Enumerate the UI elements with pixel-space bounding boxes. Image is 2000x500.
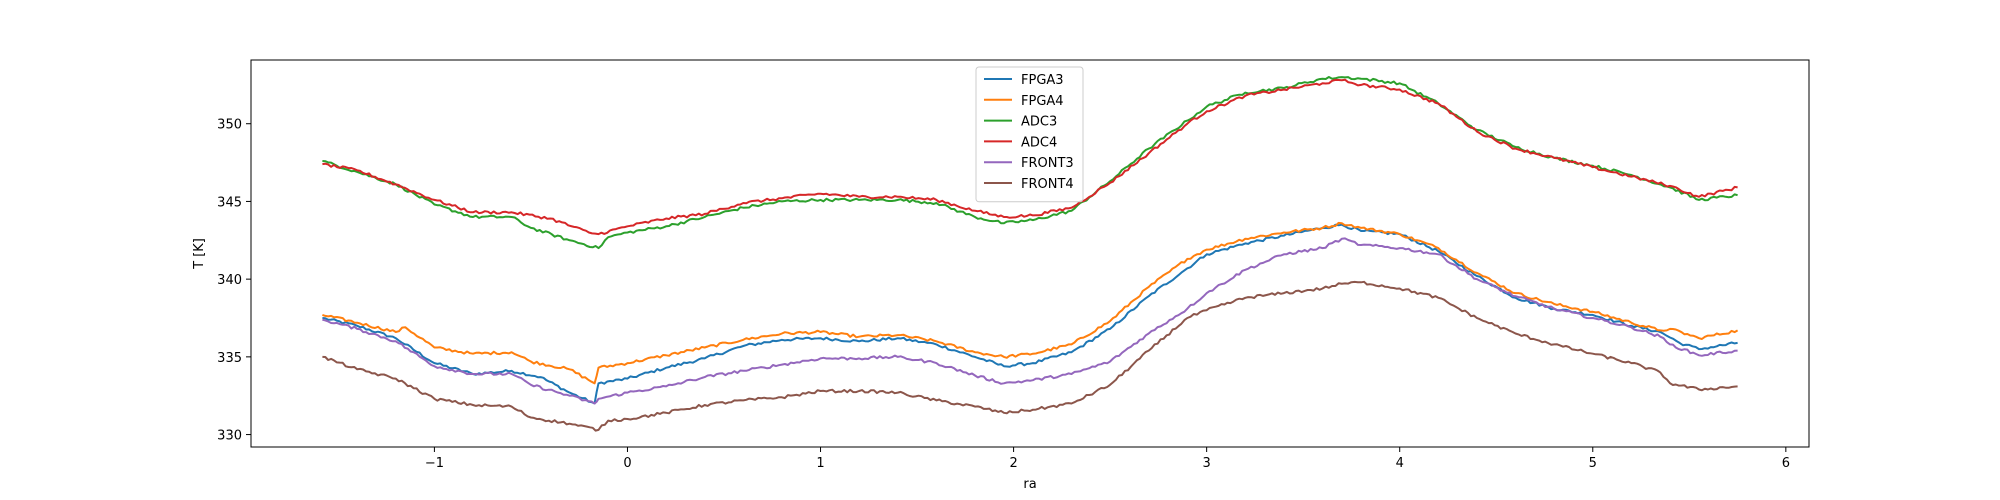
y-tick-label: 335: [217, 351, 242, 366]
x-tick-label: 5: [1589, 456, 1597, 471]
x-tick-label: 3: [1203, 456, 1211, 471]
legend-label-adc4: ADC4: [1021, 135, 1057, 150]
x-axis-ticks: −1 0 1 2 3 4 5 6: [425, 447, 1790, 471]
x-tick-label: 4: [1396, 456, 1404, 471]
legend-label-adc3: ADC3: [1021, 115, 1057, 130]
series-lines: [322, 76, 1739, 432]
series-line-fpga4: [322, 221, 1739, 385]
x-tick-label: 6: [1782, 456, 1790, 471]
plot-frame: [250, 59, 1810, 448]
x-axis-label: ra: [1023, 477, 1036, 492]
series-line-front3: [322, 237, 1738, 405]
y-tick-label: 345: [217, 195, 242, 210]
series-line-adc4: [322, 78, 1738, 236]
legend-label-fpga4: FPGA4: [1021, 94, 1064, 109]
y-tick-label: 340: [217, 273, 242, 288]
series-line-fpga3: [322, 223, 1738, 405]
x-tick-label: 0: [623, 456, 631, 471]
y-tick-label: 350: [217, 118, 242, 133]
x-tick-label: 2: [1009, 456, 1017, 471]
legend-label-fpga3: FPGA3: [1021, 73, 1064, 88]
x-tick-label: −1: [425, 456, 444, 471]
x-tick-label: 1: [816, 456, 824, 471]
y-axis-ticks: 330 335 340 345 350: [217, 118, 251, 444]
legend: FPGA3 FPGA4 ADC3 ADC4 FRONT3 FRONT4: [975, 66, 1084, 203]
y-axis-label: T [K]: [192, 238, 207, 270]
legend-label-front3: FRONT3: [1021, 156, 1074, 171]
series-line-adc3: [322, 76, 1738, 250]
legend-label-front4: FRONT4: [1021, 177, 1074, 192]
y-tick-label: 330: [217, 429, 242, 444]
series-line-front4: [322, 280, 1738, 432]
